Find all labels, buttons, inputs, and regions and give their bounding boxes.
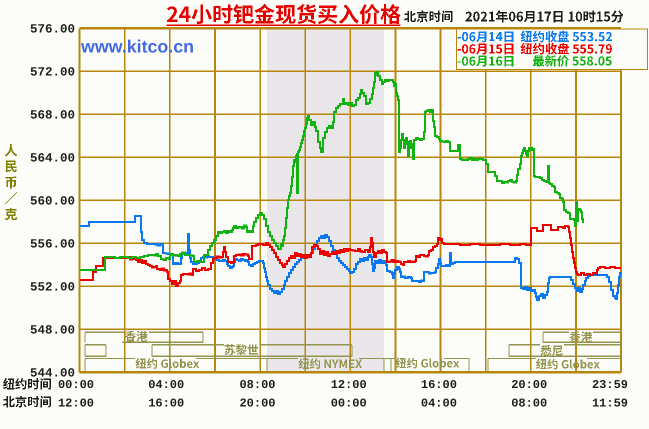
svg-text:16:00: 16:00 xyxy=(148,396,184,410)
svg-text:04:00: 04:00 xyxy=(421,396,457,410)
svg-text:544.00: 544.00 xyxy=(30,367,75,381)
svg-text:04:00: 04:00 xyxy=(148,378,184,392)
svg-text:556.00: 556.00 xyxy=(30,238,75,252)
svg-text:560.00: 560.00 xyxy=(30,195,75,209)
svg-text:00:00: 00:00 xyxy=(331,396,367,410)
svg-text:548.00: 548.00 xyxy=(30,324,75,338)
svg-text:12:00: 12:00 xyxy=(58,396,94,410)
svg-text:568.00: 568.00 xyxy=(30,109,75,123)
svg-text:572.00: 572.00 xyxy=(30,66,75,80)
svg-text:00:00: 00:00 xyxy=(58,378,94,392)
svg-text:08:00: 08:00 xyxy=(239,378,275,392)
svg-text:12:00: 12:00 xyxy=(331,378,367,392)
svg-text:16:00: 16:00 xyxy=(421,378,457,392)
svg-text:20:00: 20:00 xyxy=(511,378,547,392)
svg-text:08:00: 08:00 xyxy=(511,396,547,410)
svg-text:20:00: 20:00 xyxy=(239,396,275,410)
svg-text:www.kitco.cn: www.kitco.cn xyxy=(80,36,194,56)
svg-text:564.00: 564.00 xyxy=(30,152,75,166)
svg-text:23:59: 23:59 xyxy=(592,378,628,392)
svg-text:552.00: 552.00 xyxy=(30,281,75,295)
svg-text:11:59: 11:59 xyxy=(592,396,628,410)
svg-text:576.00: 576.00 xyxy=(30,23,75,37)
